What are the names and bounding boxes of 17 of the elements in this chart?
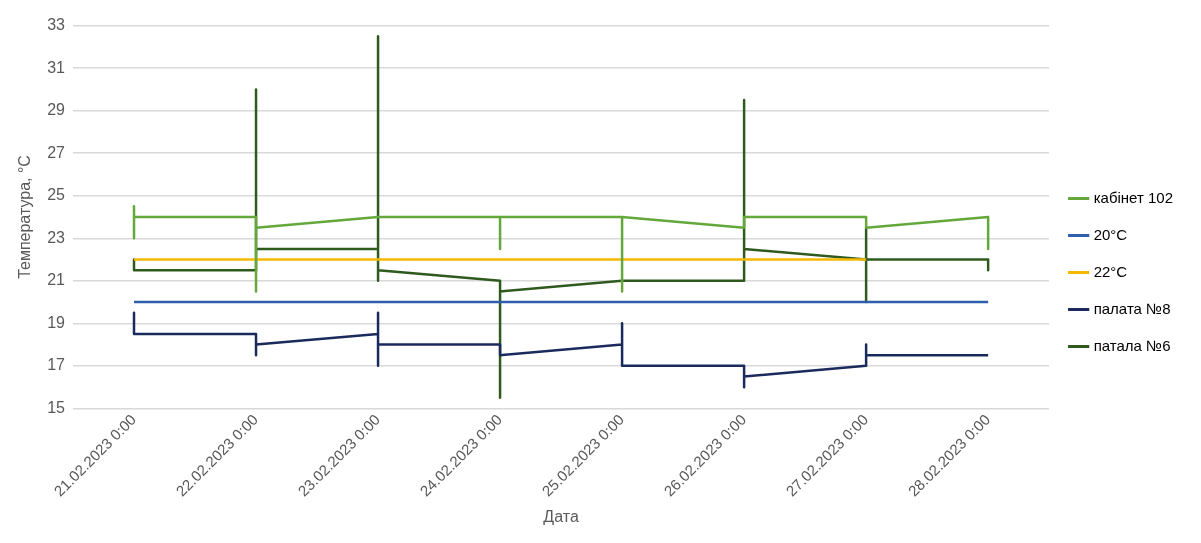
y-tick-label: 29	[47, 101, 66, 119]
y-tick-label: 33	[47, 16, 66, 34]
legend-label: кабінет 102	[1093, 188, 1174, 206]
legend-label: 22°C	[1093, 262, 1128, 280]
y-tick-label: 27	[47, 143, 66, 161]
y-tick-label: 15	[47, 398, 66, 416]
y-tick-label: 21	[47, 271, 66, 289]
y-tick-label: 25	[47, 186, 66, 204]
y-tick-label: 31	[47, 58, 66, 76]
legend-label: патала №6	[1093, 336, 1171, 354]
y-tick-label: 23	[47, 228, 66, 246]
y-axis-title: Температура, °C	[16, 155, 34, 279]
legend-label: палата №8	[1093, 299, 1171, 317]
y-tick-label: 19	[47, 313, 66, 331]
y-tick-label: 17	[47, 356, 66, 374]
legend-label: 20°C	[1093, 225, 1128, 243]
x-axis-title: Дата	[543, 507, 579, 525]
